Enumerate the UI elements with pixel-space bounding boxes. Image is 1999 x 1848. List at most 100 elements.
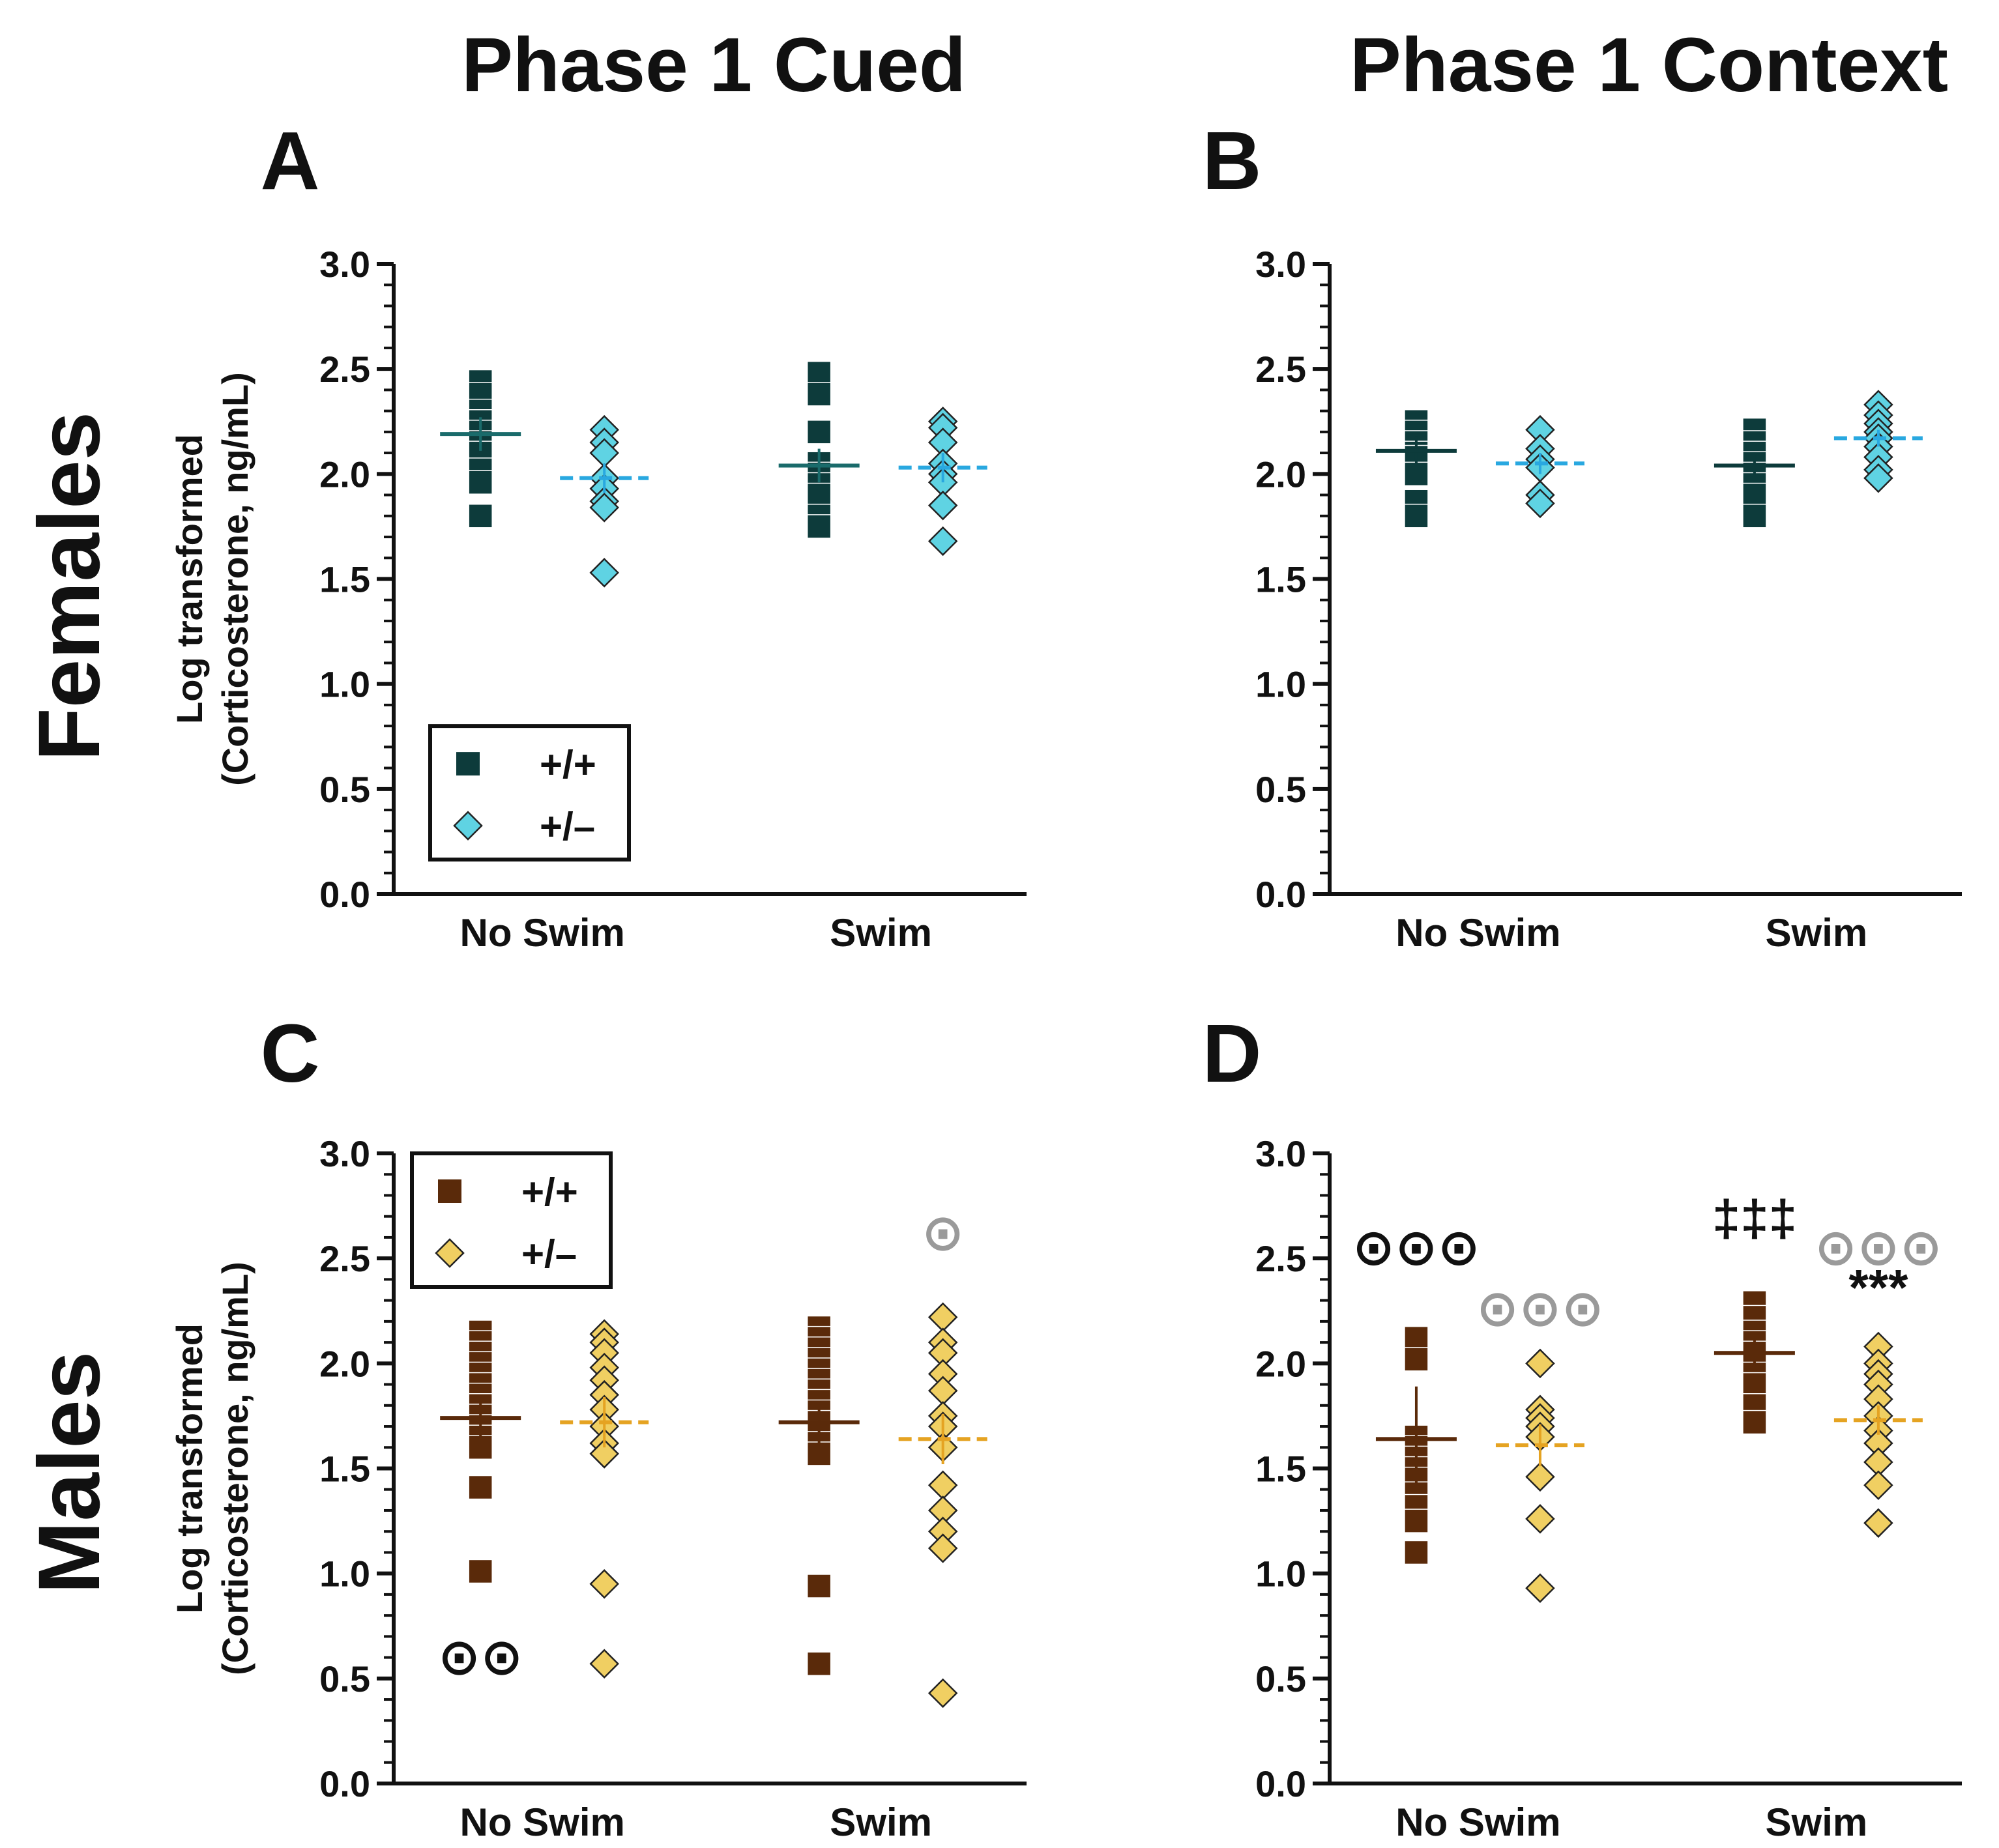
- y-tick-label: 2.0: [1255, 454, 1306, 495]
- y-tick-label: 3.0: [1255, 244, 1306, 285]
- data-point-diamond: [1525, 1462, 1555, 1492]
- data-point-diamond: [1525, 488, 1555, 519]
- data-point-diamond: [1863, 463, 1893, 493]
- data-point-square: [806, 382, 832, 407]
- data-point-diamond: [927, 1533, 958, 1563]
- y-tick-label: 0.0: [1255, 1763, 1306, 1804]
- data-point-square: [468, 1435, 493, 1460]
- y-tick-label: 2.5: [319, 1238, 370, 1279]
- panel-a: A 0.0 0.5 1.0 1.5 2.0 2.5 3.0 No Swim Swim Log tra…: [169, 115, 1027, 955]
- panel-d: D0.00.51.01.52.02.53.0No Swim Swim⊙⊙⊙⊙⊙⊙‡…: [1203, 1007, 1962, 1844]
- data-point-diamond: [589, 1569, 619, 1599]
- y-tick-label: 1.0: [1255, 664, 1306, 705]
- y-tick-label: 1.5: [319, 1449, 370, 1490]
- legend: +/+ +/–: [410, 1151, 613, 1289]
- data-point-square: [1404, 504, 1429, 528]
- y-axis-label-line2: (Corticosterone, ng/mL): [214, 1262, 255, 1675]
- data-point-square: [806, 1651, 832, 1677]
- legend-marker-square: [456, 752, 480, 776]
- series-het: [560, 1302, 987, 1709]
- legend-marker-square: [438, 1179, 461, 1203]
- series-het: [1495, 390, 1923, 519]
- y-tick-label: 3.0: [1255, 1133, 1306, 1174]
- data-point-square: [468, 504, 493, 528]
- data-point-diamond: [1525, 1348, 1555, 1379]
- significance-marker: ***: [1848, 1258, 1908, 1316]
- panel-letter: A: [261, 115, 320, 207]
- y-tick-label: 3.0: [319, 1133, 370, 1174]
- data-point-square: [468, 1475, 493, 1500]
- data-point-diamond: [927, 1376, 958, 1406]
- data-point-square: [1404, 1540, 1429, 1565]
- data-point-square: [806, 360, 832, 386]
- significance-marker: ‡‡‡: [1712, 1189, 1797, 1247]
- legend-box: [428, 724, 631, 862]
- legend-label: +/+: [540, 743, 596, 787]
- x-tick-label: Swim: [1766, 1800, 1868, 1844]
- legend-label: +/–: [521, 1232, 577, 1276]
- y-tick-label: 2.5: [319, 349, 370, 390]
- x-tick-label: No Swim: [1395, 911, 1560, 955]
- data-point-diamond: [1863, 1470, 1893, 1501]
- data-point-square: [806, 514, 832, 539]
- column-title-cued: Phase 1 Cued: [461, 22, 966, 108]
- data-point-square: [1404, 461, 1429, 487]
- legend-label: +/+: [521, 1170, 578, 1214]
- y-tick-label: 0.5: [1255, 1658, 1306, 1699]
- y-tick-label: 0.0: [1255, 874, 1306, 915]
- data-point-square: [806, 1574, 832, 1598]
- data-point-diamond: [1525, 1504, 1555, 1534]
- y-axis-label-line2: (Corticosterone, ng/mL): [214, 372, 255, 786]
- row-label-males: Males: [21, 1351, 118, 1594]
- series-wt: [1375, 1290, 1795, 1565]
- panel-letter: B: [1203, 115, 1262, 207]
- data-point-diamond: [927, 1302, 958, 1333]
- y-tick-label: 0.5: [1255, 769, 1306, 810]
- y-tick-label: 1.0: [1255, 1553, 1306, 1595]
- significance-marker: ⊙⊙⊙: [1815, 1219, 1942, 1276]
- y-tick-label: 1.5: [1255, 559, 1306, 600]
- y-tick-label: 1.5: [1255, 1449, 1306, 1490]
- y-axis-label-line1: Log transformed: [169, 1323, 210, 1613]
- y-tick-label: 2.0: [319, 1343, 370, 1384]
- data-point-diamond: [589, 1439, 619, 1469]
- significance-marker: ⊙: [922, 1204, 964, 1261]
- data-point-diamond: [589, 1649, 619, 1679]
- significance-marker: ⊙⊙⊙: [1352, 1219, 1480, 1276]
- data-point-square: [1742, 1409, 1767, 1435]
- panel-b: B 0.0 0.5 1.0 1.5 2.0 2.5 3.0 No Swim Swim: [1203, 115, 1962, 955]
- legend-marker-diamond: [435, 1238, 465, 1268]
- x-tick-label: Swim: [1766, 911, 1868, 955]
- data-point-square: [1404, 1347, 1429, 1372]
- series-wt: [440, 1315, 860, 1677]
- significance-marker: ⊙⊙⊙: [1476, 1280, 1604, 1337]
- data-point-diamond: [927, 526, 958, 556]
- x-tick-label: No Swim: [460, 911, 625, 955]
- x-tick-label: Swim: [830, 1800, 932, 1844]
- y-axis-label-line1: Log transformed: [169, 434, 210, 724]
- panel-letter: C: [261, 1007, 320, 1099]
- y-tick-label: 0.5: [319, 769, 370, 810]
- data-point-square: [1404, 1509, 1429, 1533]
- data-point-square: [468, 470, 493, 495]
- column-title-context: Phase 1 Context: [1350, 22, 1948, 108]
- series-wt: [1375, 409, 1795, 528]
- y-tick-label: 0.5: [319, 1658, 370, 1699]
- data-point-diamond: [927, 1678, 958, 1709]
- panels: A 0.0 0.5 1.0 1.5 2.0 2.5 3.0 No Swim Swim Log tra…: [169, 115, 1962, 1844]
- row-label-females: Females: [21, 412, 118, 761]
- data-point-diamond: [1525, 1573, 1555, 1603]
- y-tick-label: 1.5: [319, 559, 370, 600]
- legend-marker-diamond: [453, 811, 483, 841]
- data-point-square: [806, 482, 832, 508]
- data-point-square: [1742, 1372, 1767, 1397]
- x-tick-label: Swim: [830, 911, 932, 955]
- data-point-square: [806, 420, 832, 444]
- y-tick-label: 2.5: [1255, 1238, 1306, 1279]
- x-tick-label: No Swim: [460, 1800, 625, 1844]
- data-point-square: [468, 1559, 493, 1584]
- x-tick-label: No Swim: [1395, 1800, 1560, 1844]
- data-point-square: [1742, 504, 1767, 528]
- data-point-square: [1742, 482, 1767, 508]
